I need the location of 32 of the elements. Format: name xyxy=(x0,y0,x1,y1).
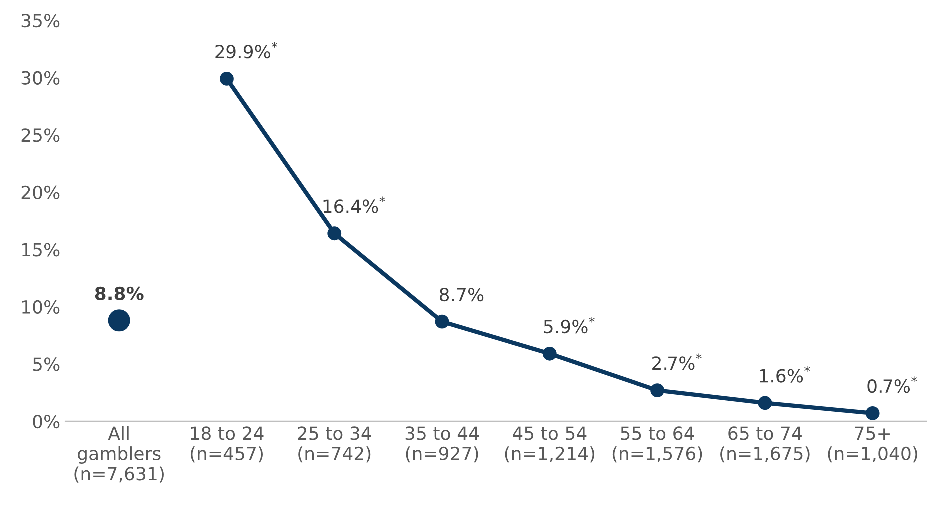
x-tick-label: 18 to 24 (n=457) xyxy=(190,426,264,463)
point xyxy=(758,396,772,410)
x-tick-label: 45 to 54 (n=1,214) xyxy=(505,426,595,463)
data-label: 2.7%$^{*}$ xyxy=(652,354,702,370)
y-tick-label: 0% xyxy=(33,414,60,429)
point xyxy=(220,72,234,86)
x-tick-label: All gamblers (n=7,631) xyxy=(74,426,164,483)
data-label: 8.8% xyxy=(95,286,144,301)
y-tick-label: 30% xyxy=(22,71,60,85)
x-tick-label: 65 to 74 (n=1,675) xyxy=(720,426,810,463)
data-label: 29.9%$^{*}$ xyxy=(216,42,278,59)
point xyxy=(542,346,557,361)
data-label: 8.7% xyxy=(440,288,484,302)
point xyxy=(108,310,130,332)
y-tick-label: 5% xyxy=(33,358,60,372)
point xyxy=(435,314,450,329)
data-label: 0.7%$^{*}$ xyxy=(868,376,918,394)
data-label: 5.9%$^{*}$ xyxy=(544,317,595,334)
y-tick-label: 10% xyxy=(22,300,60,314)
point xyxy=(328,226,342,241)
x-tick-label: 55 to 64 (n=1,576) xyxy=(612,426,702,463)
y-tick-label: 20% xyxy=(22,186,60,200)
x-tick-label: 75+ (n=1,040) xyxy=(828,426,918,463)
x-tick-label: 25 to 34 (n=742) xyxy=(298,426,372,463)
y-tick-label: 35% xyxy=(22,14,60,28)
point xyxy=(650,384,664,398)
y-tick-label: 15% xyxy=(22,243,60,257)
data-label: 16.4%$^{*}$ xyxy=(324,196,386,214)
y-tick-label: 25% xyxy=(22,128,60,142)
x-tick-label: 35 to 44 (n=927) xyxy=(406,426,480,463)
point xyxy=(866,406,880,420)
data-label: 1.6%$^{*}$ xyxy=(760,366,810,383)
